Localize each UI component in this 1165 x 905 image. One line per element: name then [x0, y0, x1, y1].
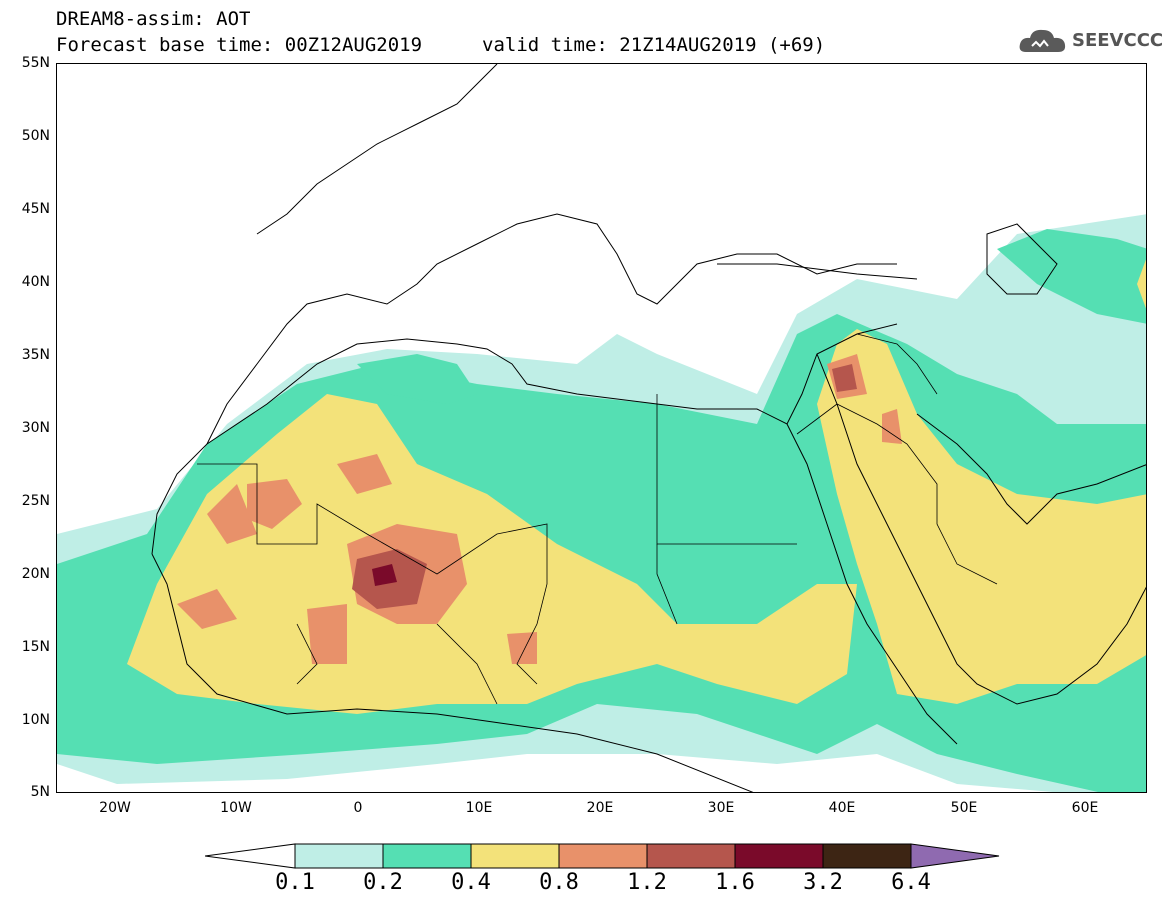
coastlines — [151, 64, 1146, 792]
lat-label: 25N — [21, 493, 50, 509]
lon-label: 50E — [950, 800, 978, 816]
lat-label: 5N — [30, 784, 50, 800]
lat-label: 30N — [21, 420, 50, 436]
lon-label: 10W — [220, 800, 252, 816]
forecast-base-time: Forecast base time: 00Z12AUG2019 — [56, 34, 423, 56]
colorbar-bin — [822, 843, 912, 869]
lon-label: 10E — [465, 800, 493, 816]
valid-time: valid time: 21Z14AUG2019 (+69) — [482, 34, 826, 56]
borders — [197, 333, 998, 705]
lat-label: 35N — [21, 347, 50, 363]
lat-label: 20N — [21, 566, 50, 582]
colorbar-bin — [734, 843, 824, 869]
colorbar-label: 0.4 — [451, 870, 491, 895]
logo-text: SEEVCCC — [1072, 30, 1164, 51]
cloud-icon — [1019, 29, 1066, 52]
lon-label: 20E — [586, 800, 614, 816]
colorbar-label: 1.2 — [627, 870, 667, 895]
colorbar-label: 0.8 — [539, 870, 579, 895]
seevccc-logo — [1018, 24, 1158, 58]
lon-label: 40E — [828, 800, 856, 816]
colorbar-bin — [470, 843, 560, 869]
colorbar-label: 6.4 — [891, 870, 931, 895]
colorbar-under-arrow — [205, 843, 296, 869]
colorbar-bin — [646, 843, 736, 869]
lat-label: 45N — [21, 201, 50, 217]
lon-label: 30E — [707, 800, 735, 816]
model-title: DREAM8-assim: AOT — [56, 8, 251, 30]
lat-label: 15N — [21, 639, 50, 655]
colorbar-bin — [558, 843, 648, 869]
colorbar-bin — [294, 843, 384, 869]
lon-label: 20W — [99, 800, 131, 816]
colorbar-label: 0.1 — [275, 870, 315, 895]
lat-label: 10N — [21, 712, 50, 728]
lon-label: 0 — [353, 800, 363, 816]
lat-label: 50N — [21, 128, 50, 144]
aot-colorbar — [205, 843, 1000, 869]
lat-label: 40N — [21, 274, 50, 290]
colorbar-over-arrow — [910, 843, 1000, 869]
lon-label: 60E — [1071, 800, 1099, 816]
colorbar-bin — [382, 843, 472, 869]
colorbar-label: 3.2 — [803, 870, 843, 895]
colorbar-label: 0.2 — [363, 870, 403, 895]
aot-map — [56, 63, 1147, 793]
aot-field-1.6 — [372, 564, 397, 586]
colorbar-label: 1.6 — [715, 870, 755, 895]
lat-label: 55N — [21, 55, 50, 71]
map-svg — [57, 64, 1146, 792]
